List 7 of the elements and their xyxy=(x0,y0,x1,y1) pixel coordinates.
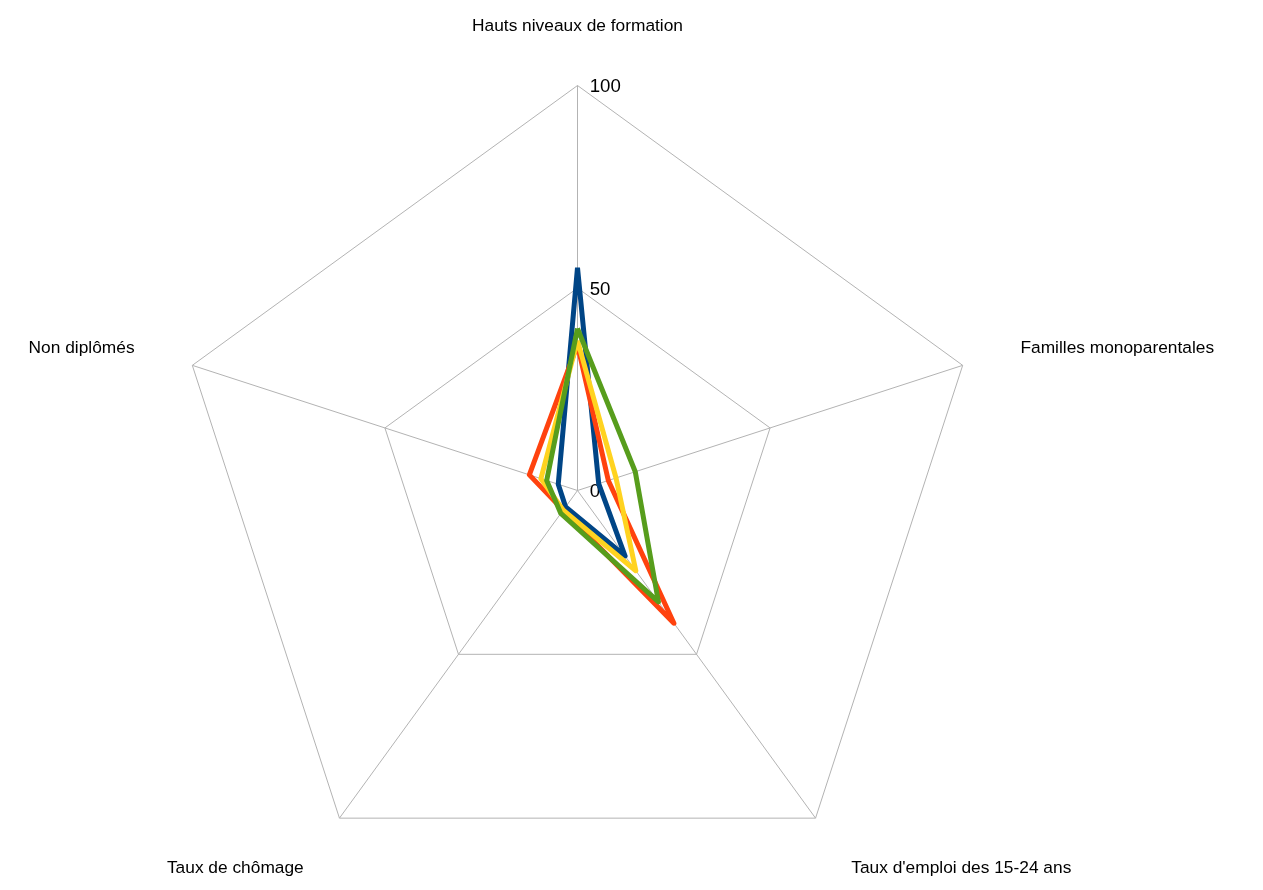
spoke-label: Non diplômés xyxy=(28,336,135,357)
spoke-label: Taux de chômage xyxy=(166,857,304,878)
y-tick-label: 100 xyxy=(589,75,621,96)
spoke-label: Taux d'emploi des 15-24 ans xyxy=(851,857,1072,878)
spoke-label: Hauts niveaux de formation xyxy=(472,14,683,35)
y-tick-label: 50 xyxy=(589,277,611,299)
spoke-label: Familles monoparentales xyxy=(1020,336,1215,357)
